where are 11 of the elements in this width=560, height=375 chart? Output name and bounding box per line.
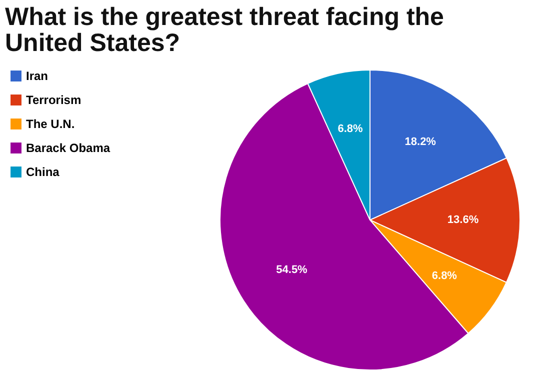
data-label: 6.8% <box>338 123 364 136</box>
legend-label: Terrorism <box>26 93 82 107</box>
data-label: 54.5% <box>276 264 308 276</box>
legend-label: Iran <box>26 69 48 83</box>
chart-title: What is the greatest threat facing the United States? <box>5 3 444 57</box>
data-label: 18.2% <box>404 136 436 148</box>
legend-label: China <box>26 165 60 179</box>
legend-label: Barack Obama <box>26 141 110 155</box>
data-label: 6.8% <box>432 270 458 282</box>
data-label: 13.6% <box>447 214 479 226</box>
legend-label: The U.N. <box>26 117 75 131</box>
